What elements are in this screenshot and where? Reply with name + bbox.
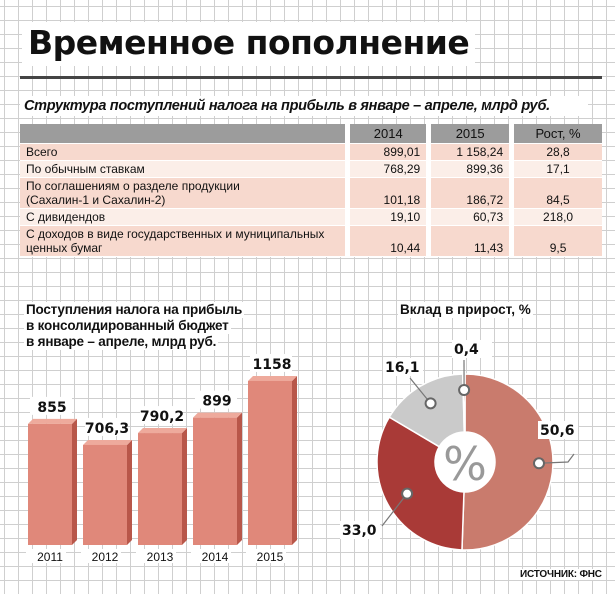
table-header-2014: 2014 bbox=[350, 124, 432, 144]
bar bbox=[138, 433, 182, 545]
donut-center-label: % bbox=[443, 437, 487, 491]
x-tick-label: 2013 bbox=[147, 550, 174, 564]
bar-value-background bbox=[250, 353, 292, 372]
table-header-row: 2014 2015 Рост, % bbox=[20, 124, 602, 144]
bar-value-label: 855 bbox=[37, 400, 66, 416]
row-value-2014: 768,29 bbox=[350, 161, 432, 178]
bar bbox=[28, 423, 72, 545]
slice-label: 0,4 bbox=[454, 342, 479, 358]
callout-line bbox=[381, 493, 408, 527]
bar-top bbox=[248, 375, 297, 381]
x-tick-background bbox=[191, 549, 231, 563]
row-value-2015: 60,73 bbox=[431, 209, 515, 226]
row-value-2015: 1 158,24 bbox=[431, 144, 515, 161]
bar-value-label: 790,2 bbox=[140, 409, 184, 425]
title-divider bbox=[20, 76, 602, 79]
bar-value-background bbox=[85, 417, 127, 436]
row-value-2015: 11,43 bbox=[431, 226, 515, 257]
bar-chart-title-line: в консолидированный бюджет bbox=[24, 318, 231, 334]
table-header-label bbox=[20, 124, 351, 144]
x-tick-label: 2015 bbox=[257, 550, 284, 564]
row-value-2014: 899,01 bbox=[350, 144, 432, 161]
bar-side bbox=[292, 375, 297, 545]
callout-marker bbox=[401, 487, 414, 500]
table-row: С доходов в виде государственных и муниц… bbox=[20, 226, 602, 257]
callout-marker bbox=[532, 457, 545, 470]
row-growth: 218,0 bbox=[514, 209, 602, 226]
table-row: По обычным ставкам 768,29 899,36 17,1 bbox=[20, 161, 602, 178]
bar-top bbox=[193, 412, 242, 418]
bar-value-label: 1158 bbox=[253, 357, 292, 373]
slice-label-background bbox=[452, 340, 492, 358]
callout-line bbox=[538, 453, 575, 464]
row-label: С доходов в виде государственных и муниц… bbox=[20, 226, 351, 257]
row-value-2015: 899,36 bbox=[431, 161, 515, 178]
row-label: Всего bbox=[20, 144, 351, 161]
bar-chart: 855 2011 706,3 2012 790,2 2013 899 2014 1158 2015 bbox=[26, 353, 297, 564]
x-tick-background bbox=[246, 549, 286, 563]
bar-value-background bbox=[30, 396, 72, 415]
table-row: С дивидендов 19,10 60,73 218,0 bbox=[20, 209, 602, 226]
slice-label: 16,1 bbox=[385, 360, 420, 376]
bar-value-label: 706,3 bbox=[85, 421, 129, 437]
bar-top bbox=[138, 428, 187, 434]
bar-chart-title: Поступления налога на прибыль в консолид… bbox=[24, 302, 245, 350]
slice-label-background bbox=[538, 421, 578, 439]
row-value-2014: 19,10 bbox=[350, 209, 432, 226]
donut-chart: % 50,6 33,0 16,1 0,4 bbox=[340, 340, 578, 551]
row-growth: 28,8 bbox=[514, 144, 602, 161]
bar-side bbox=[182, 428, 187, 545]
donut-hole bbox=[435, 432, 495, 492]
x-tick-background bbox=[81, 549, 121, 563]
table-caption: Структура поступлений налога на прибыль … bbox=[20, 96, 588, 116]
bar-top bbox=[28, 418, 77, 424]
bar-value-background bbox=[195, 390, 237, 409]
x-tick-label: 2011 bbox=[37, 550, 63, 564]
callout-marker bbox=[458, 384, 471, 397]
bar bbox=[248, 380, 292, 545]
row-label: С дивидендов bbox=[20, 209, 351, 226]
row-label: По обычным ставкам bbox=[20, 161, 351, 178]
bar-side bbox=[72, 418, 77, 545]
callout-marker bbox=[424, 397, 437, 410]
bar-top bbox=[83, 439, 132, 445]
x-tick-background bbox=[136, 549, 176, 563]
table-row: Всего 899,01 1 158,24 28,8 bbox=[20, 144, 602, 161]
slice-label-background bbox=[340, 521, 380, 539]
row-growth: 17,1 bbox=[514, 161, 602, 178]
x-tick-label: 2014 bbox=[202, 550, 229, 564]
x-tick-label: 2012 bbox=[92, 550, 119, 564]
bar-value-label: 899 bbox=[202, 394, 231, 410]
row-label: По соглашениям о разделе продукции (Сахал… bbox=[20, 178, 351, 209]
tax-revenue-table: 2014 2015 Рост, % Всего 899,01 1 158,24 … bbox=[20, 124, 602, 257]
table-row: По соглашениям о разделе продукции (Сахал… bbox=[20, 178, 602, 209]
row-value-2015: 186,72 bbox=[431, 178, 515, 209]
table-header-growth: Рост, % bbox=[514, 124, 602, 144]
bar-side bbox=[237, 412, 242, 545]
slice-label: 33,0 bbox=[342, 523, 377, 539]
bar-chart-title-line: Поступления налога на прибыль bbox=[24, 302, 245, 318]
slice-label-background bbox=[383, 358, 423, 376]
page-title: Временное пополнение bbox=[22, 22, 476, 66]
row-value-2014: 10,44 bbox=[350, 226, 432, 257]
bar-side bbox=[127, 439, 132, 545]
slice-label: 50,6 bbox=[540, 423, 575, 439]
bar bbox=[83, 444, 127, 545]
row-growth: 84,5 bbox=[514, 178, 602, 209]
table-header-2015: 2015 bbox=[431, 124, 515, 144]
row-growth: 9,5 bbox=[514, 226, 602, 257]
row-value-2014: 101,18 bbox=[350, 178, 432, 209]
x-tick-background bbox=[26, 549, 66, 563]
bar-chart-title-line: в январе – апреле, млрд руб. bbox=[24, 334, 219, 350]
bar-value-background bbox=[140, 406, 182, 425]
donut-chart-title: Вклад в прирост, % bbox=[398, 302, 533, 318]
source-note: ИСТОЧНИК: ФНС bbox=[518, 569, 604, 580]
bar bbox=[193, 417, 237, 545]
